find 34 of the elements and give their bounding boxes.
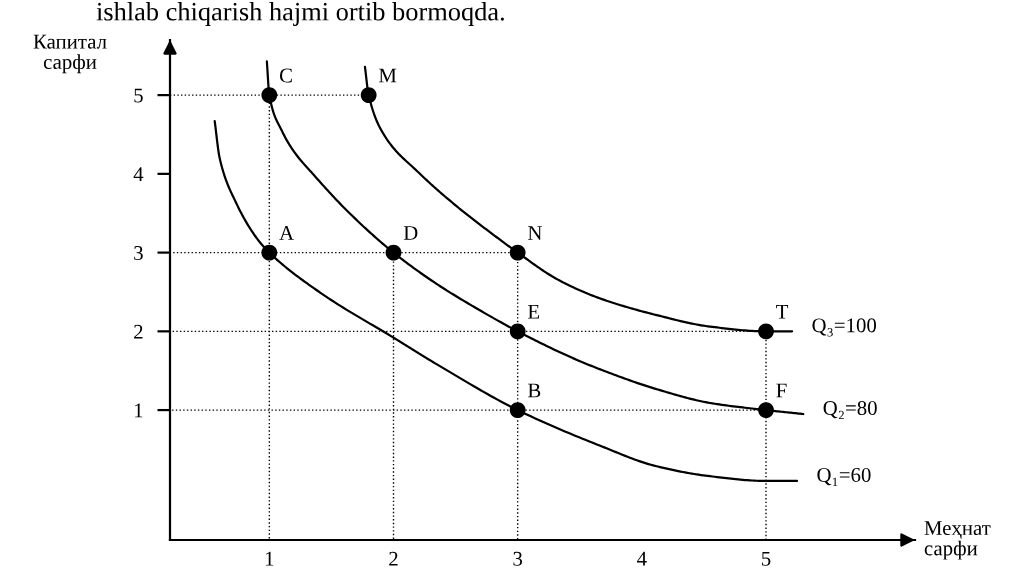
point — [509, 323, 526, 340]
x-axis-title: Меҳнат сарфи — [924, 521, 991, 560]
point — [261, 87, 278, 104]
series-label: Q₁=60 — [817, 467, 871, 486]
x-tick-label: 1 — [265, 551, 274, 566]
y-tick-label: 3 — [134, 246, 143, 261]
annotation: A — [279, 226, 294, 240]
series-label: Q₂=80 — [823, 401, 877, 420]
x-tick-label: 2 — [389, 551, 398, 566]
annotation: M — [378, 68, 397, 83]
y-tick-label: 1 — [135, 403, 143, 418]
y-tick-label: 2 — [134, 324, 143, 339]
point — [509, 402, 526, 418]
annotation: B — [527, 383, 541, 398]
point — [261, 244, 278, 261]
point — [385, 244, 402, 261]
series-label: Q₃=100 — [812, 318, 877, 337]
annotation: D — [403, 226, 418, 240]
point — [360, 87, 377, 104]
y-axis-title: Капитал сарфи — [33, 34, 107, 74]
text: ishlab chiqarish hajmi ortib bormoqda. — [96, 2, 504, 26]
point — [758, 402, 774, 418]
annotation: E — [527, 304, 540, 319]
annotation: F — [776, 383, 787, 398]
x-tick-label: 3 — [513, 551, 523, 566]
x-tick-label: 4 — [637, 551, 647, 566]
point — [758, 323, 774, 340]
point — [509, 244, 526, 261]
y-tick-label: 5 — [134, 88, 143, 103]
annotation: C — [279, 68, 292, 83]
y-tick-label: 4 — [133, 167, 144, 182]
annotation: T — [776, 304, 789, 319]
annotation: N — [527, 226, 542, 240]
x-tick-label: 5 — [762, 551, 771, 566]
